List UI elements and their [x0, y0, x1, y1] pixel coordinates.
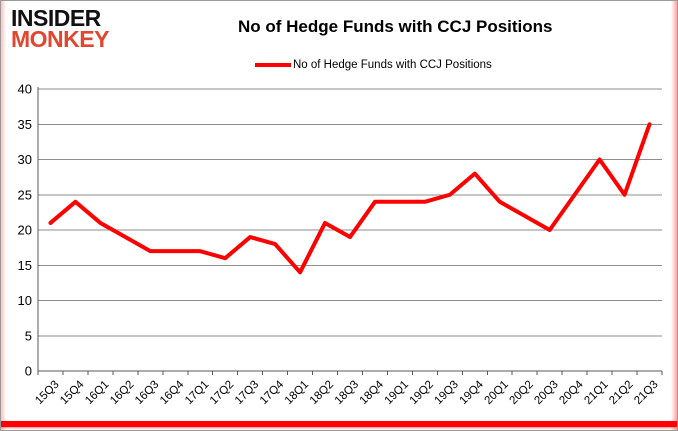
x-tick-label: 21Q1 [582, 379, 610, 407]
bottom-red-bar [1, 421, 677, 427]
logo-insider-text: INSIDER [11, 5, 101, 31]
x-tick-label: 21Q3 [632, 379, 660, 407]
y-tick-label: 0 [25, 364, 32, 379]
y-tick-label: 35 [18, 117, 32, 132]
x-tick-label: 18Q2 [308, 379, 336, 407]
x-tick-label: 20Q3 [532, 379, 560, 407]
x-tick-label: 20Q1 [482, 379, 510, 407]
x-tick-label: 19Q2 [408, 379, 436, 407]
insider-monkey-logo: INSIDER MONKEY [11, 5, 109, 53]
x-tick-label: 16Q2 [108, 379, 136, 407]
y-tick-label: 40 [18, 82, 32, 97]
logo-monkey-text: MONKEY [11, 26, 109, 53]
x-tick-label: 15Q4 [58, 378, 87, 407]
x-tick-label: 17Q3 [233, 379, 261, 407]
x-tick-label: 18Q4 [358, 378, 387, 407]
x-tick-label: 20Q2 [507, 379, 535, 407]
y-tick-label: 20 [18, 223, 32, 238]
series-line [48, 122, 652, 275]
legend-label: No of Hedge Funds with CCJ Positions [293, 59, 492, 71]
x-tick-label: 19Q1 [383, 379, 411, 407]
x-tick-label: 19Q4 [458, 378, 487, 407]
y-tick-label: 25 [18, 187, 32, 202]
chart-title: No of Hedge Funds with CCJ Positions [238, 17, 553, 36]
y-tick-label: 30 [18, 152, 32, 167]
x-tick-label: 16Q3 [133, 379, 161, 407]
chart-legend: No of Hedge Funds with CCJ Positions [255, 59, 492, 71]
x-tick-label: 18Q1 [283, 379, 311, 407]
x-tick-label: 19Q3 [433, 379, 461, 407]
x-tick-label: 17Q2 [208, 379, 236, 407]
x-tick-label: 17Q4 [258, 378, 287, 407]
y-tick-label: 15 [18, 258, 32, 273]
y-tick-label: 5 [25, 328, 32, 343]
x-tick-label: 20Q4 [557, 378, 586, 407]
legend-line-swatch [255, 63, 291, 67]
x-tick-label: 17Q1 [183, 379, 211, 407]
x-tick-label: 16Q1 [83, 379, 111, 407]
x-tick-label: 21Q2 [607, 379, 635, 407]
x-tick-label: 15Q3 [33, 379, 61, 407]
x-tick-label: 16Q4 [158, 378, 187, 407]
y-tick-label: 10 [18, 293, 32, 308]
x-tick-label: 18Q3 [333, 379, 361, 407]
